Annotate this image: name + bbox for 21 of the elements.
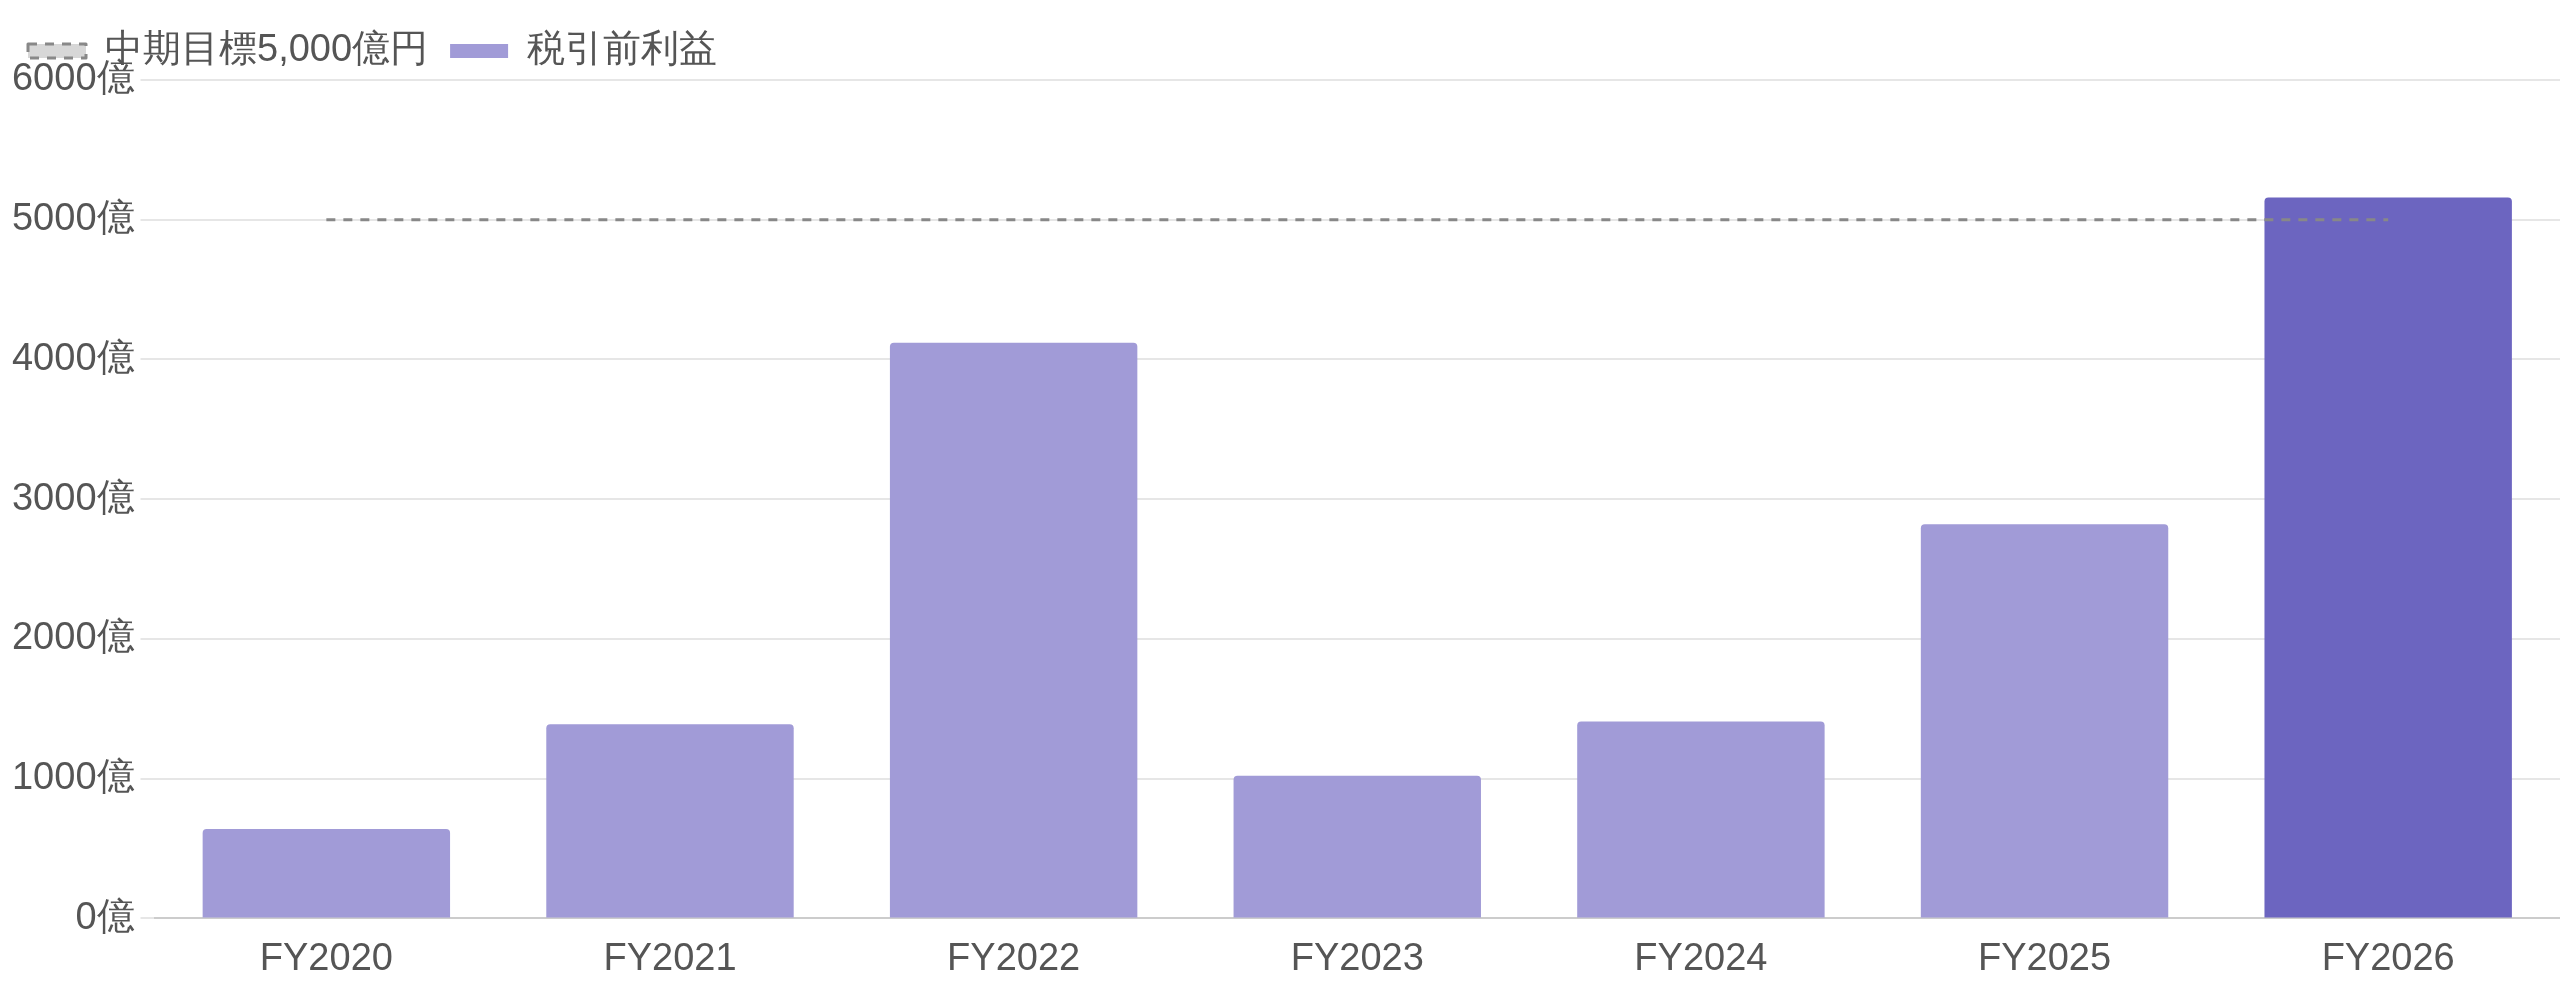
x-tick-label: FY2020	[259, 935, 393, 978]
bar	[1233, 775, 1481, 918]
y-tick-label: 1000億	[11, 755, 135, 798]
bar	[2264, 197, 2512, 918]
x-tick-label: FY2024	[1634, 935, 1768, 978]
y-tick-label: 5000億	[11, 196, 135, 239]
legend-label: 税引前利益	[527, 27, 718, 70]
bar	[1577, 721, 1825, 918]
bar	[1920, 524, 2169, 918]
bar	[889, 342, 1138, 918]
y-tick-label: 2000億	[11, 615, 135, 658]
x-tick-label: FY2023	[1290, 935, 1424, 978]
x-tick-label: FY2026	[2321, 935, 2455, 978]
x-tick-label: FY2022	[947, 935, 1081, 978]
x-tick-label: FY2021	[603, 935, 737, 978]
bar	[546, 724, 794, 918]
y-tick-label: 0億	[75, 894, 135, 937]
bar	[202, 828, 451, 918]
y-tick-label: 4000億	[11, 335, 135, 378]
y-tick-label: 3000億	[11, 475, 135, 518]
x-tick-label: FY2025	[1978, 935, 2112, 978]
